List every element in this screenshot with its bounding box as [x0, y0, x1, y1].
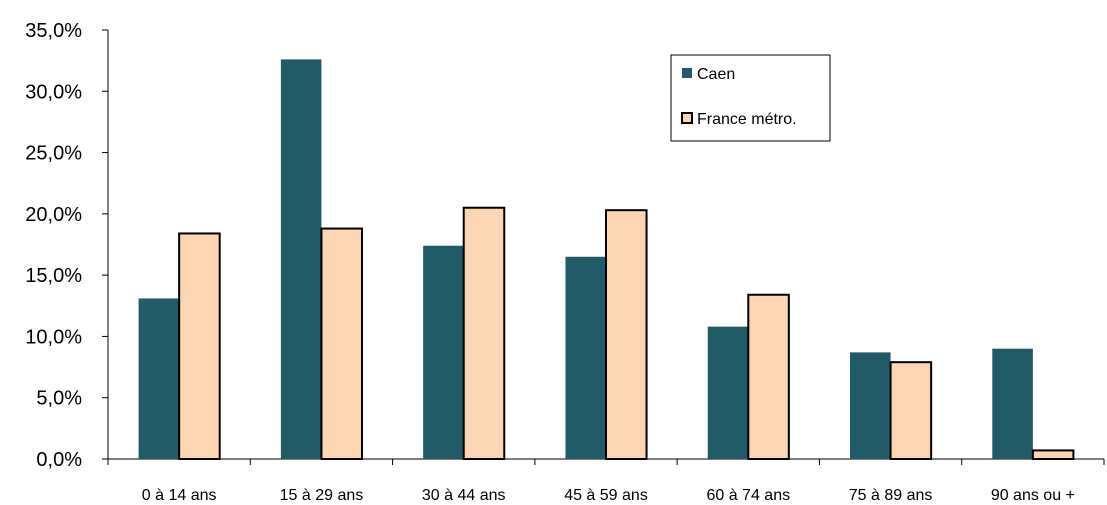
legend-label-france: France métro. [697, 111, 797, 128]
x-category-label: 15 à 29 ans [280, 487, 364, 504]
x-category-label: 90 ans ou + [991, 487, 1075, 504]
bar-france-metro [605, 209, 648, 460]
y-tick-label: 25,0% [25, 143, 82, 165]
x-category-label: 30 à 44 ans [422, 487, 506, 504]
bar-france-metro [889, 361, 933, 461]
y-tick-label: 20,0% [25, 204, 82, 226]
legend-swatch-caen [682, 68, 692, 78]
x-category-label: 45 à 59 ans [564, 487, 648, 504]
legend-label-caen: Caen [697, 66, 735, 83]
bar-caen [138, 298, 180, 459]
y-tick-label: 35,0% [25, 20, 82, 42]
legend-box [670, 54, 831, 142]
bar-france-metro [1031, 449, 1075, 461]
legend-swatch-france [681, 112, 693, 124]
bar-caen [707, 326, 749, 459]
y-tick-label: 15,0% [25, 265, 82, 287]
bar-caen [850, 352, 891, 459]
x-category-label: 75 à 89 ans [849, 487, 933, 504]
legend: Caen France métro. [670, 54, 831, 142]
bar-caen [423, 245, 464, 459]
bar-caen [992, 348, 1033, 459]
bar-france-metro [462, 206, 506, 460]
bar-france-metro [178, 232, 221, 460]
y-tick-label: 30,0% [25, 81, 82, 103]
bar-france-metro [747, 293, 790, 460]
x-category-label: 0 à 14 ans [142, 487, 217, 504]
y-tick-label: 0,0% [36, 449, 82, 471]
x-axis-ticks: 0 à 14 ans 15 à 29 ans 30 à 44 ans 45 à 59 … [107, 459, 1105, 504]
y-axis-ticks: 0,0% 5,0% 10,0% 15,0% 20,0% 25,0% 30,0% 35,0% [25, 20, 108, 471]
bars [138, 59, 1075, 461]
bar-caen [280, 59, 322, 459]
bar-france-metro [320, 227, 363, 460]
x-category-label: 60 à 74 ans [706, 487, 790, 504]
bar-caen [565, 256, 606, 459]
y-tick-label: 5,0% [36, 388, 82, 410]
y-tick-label: 10,0% [25, 326, 82, 348]
